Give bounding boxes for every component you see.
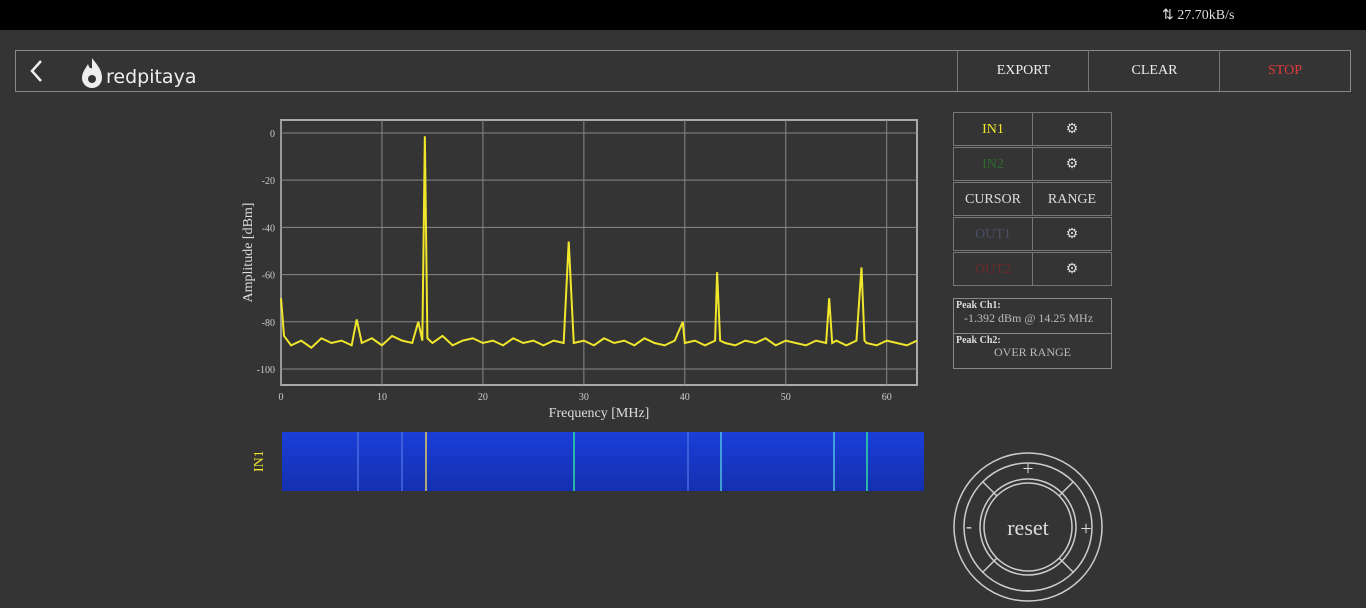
back-button[interactable]: [25, 56, 55, 86]
range-button[interactable]: RANGE: [1032, 182, 1112, 216]
x-tick-label: 0: [279, 392, 284, 403]
in1-settings[interactable]: ⚙: [1032, 112, 1112, 146]
x-tick-label: 10: [377, 392, 387, 403]
in1-toggle[interactable]: IN1: [953, 112, 1033, 146]
zoom-down[interactable]: -: [1025, 579, 1031, 599]
y-tick-label: -40: [262, 223, 275, 234]
in2-settings[interactable]: ⚙: [1032, 147, 1112, 181]
x-tick-label: 40: [680, 392, 690, 403]
cursor-button[interactable]: CURSOR: [953, 182, 1033, 216]
reset-button[interactable]: reset: [1007, 515, 1049, 540]
rate-text: 27.70kB/s: [1177, 8, 1235, 23]
spectrum-chart: 0 -20 -40 -60 -80 -100 0 10 20 30 40 50 60 Frequency …: [241, 119, 918, 421]
out1-toggle[interactable]: OUT1: [953, 217, 1033, 251]
divider: [954, 333, 1111, 334]
zoom-right[interactable]: +: [1080, 518, 1091, 540]
peak-box: Peak Ch1: -1.392 dBm @ 14.25 MHz Peak Ch…: [953, 298, 1112, 369]
out1-settings[interactable]: ⚙: [1032, 217, 1112, 251]
y-tick-label: -60: [262, 271, 275, 282]
peak-ch2-label: Peak Ch2:: [956, 335, 1001, 346]
out2-settings[interactable]: ⚙: [1032, 252, 1112, 286]
peak-ch1-label: Peak Ch1:: [956, 300, 1001, 311]
x-tick-label: 30: [579, 392, 589, 403]
out2-toggle[interactable]: OUT2: [953, 252, 1033, 286]
x-axis-label: Frequency [MHz]: [549, 406, 650, 421]
zoom-left[interactable]: -: [966, 516, 972, 536]
in2-toggle[interactable]: IN2: [953, 147, 1033, 181]
waterfall-label: IN1: [252, 450, 267, 472]
stop-button[interactable]: STOP: [1219, 50, 1350, 91]
waterfall: [282, 432, 924, 491]
y-tick-label: -20: [262, 176, 275, 187]
y-tick-label: 0: [270, 129, 275, 140]
y-tick-label: -80: [262, 318, 275, 329]
logo-icon: [82, 58, 102, 88]
plot-area: [280, 119, 918, 386]
x-tick-label: 20: [478, 392, 488, 403]
navpad: + - reset + -: [953, 452, 1103, 602]
logo-text: redpitaya: [106, 66, 197, 88]
zoom-up[interactable]: +: [1022, 458, 1033, 480]
peak-ch2-value: OVER RANGE: [994, 345, 1071, 359]
x-tick-label: 60: [882, 392, 892, 403]
transfer-rate: ⇅ 27.70kB/s: [1162, 8, 1235, 23]
y-axis-label: Amplitude [dBm]: [241, 203, 256, 303]
status-bar: ⇅ 27.70kB/s: [0, 0, 1366, 30]
x-tick-label: 50: [781, 392, 791, 403]
clear-button[interactable]: CLEAR: [1088, 50, 1220, 91]
header: [15, 50, 1351, 92]
export-button[interactable]: EXPORT: [957, 50, 1089, 91]
channel-panel: IN1 ⚙ IN2 ⚙ CURSOR RANGE OUT1 ⚙ OUT2 ⚙: [953, 112, 1112, 288]
spectrum-line: [280, 136, 918, 350]
y-tick-label: -100: [257, 365, 275, 376]
peak-ch1-value: -1.392 dBm @ 14.25 MHz: [964, 311, 1094, 325]
